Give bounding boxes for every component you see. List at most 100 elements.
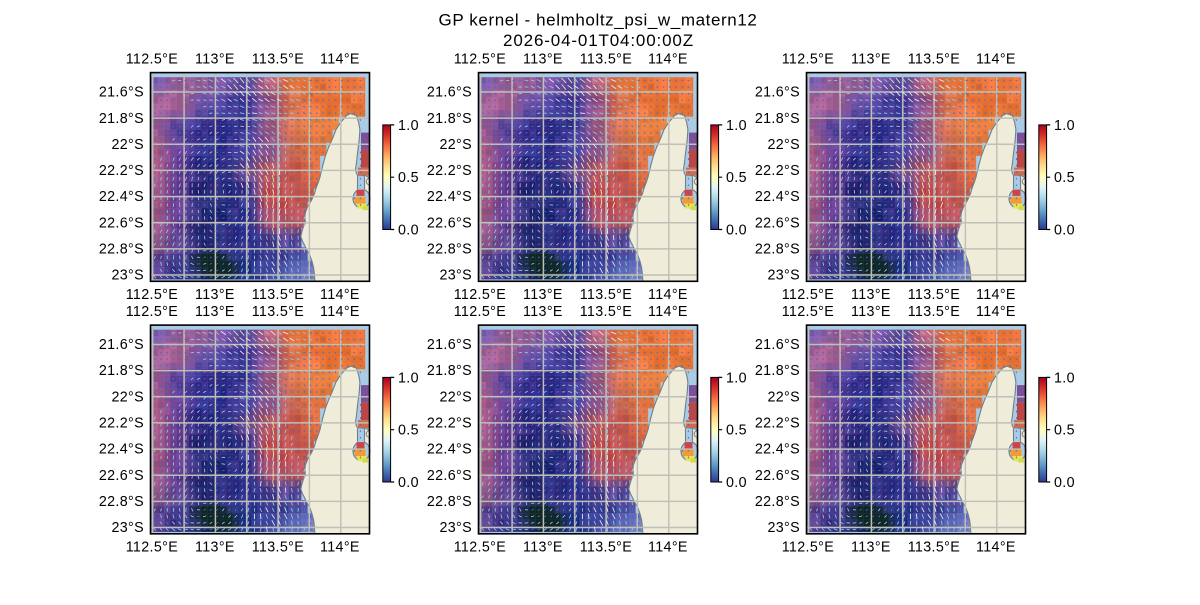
svg-text:112.5°E: 112.5°E [782, 540, 834, 556]
svg-text:1.0: 1.0 [726, 370, 747, 386]
svg-text:23°S: 23°S [767, 268, 800, 284]
svg-text:0.5: 0.5 [398, 170, 419, 186]
svg-text:21.8°S: 21.8°S [427, 363, 472, 379]
svg-text:114°E: 114°E [648, 287, 688, 303]
svg-text:21.6°S: 21.6°S [427, 85, 472, 101]
svg-text:113°E: 113°E [523, 540, 563, 556]
svg-text:113°E: 113°E [195, 540, 235, 556]
svg-text:21.6°S: 21.6°S [99, 337, 144, 353]
svg-text:112.5°E: 112.5°E [782, 287, 834, 303]
svg-text:0.5: 0.5 [1054, 423, 1075, 439]
svg-text:113.5°E: 113.5°E [908, 287, 960, 303]
svg-text:22.8°S: 22.8°S [99, 494, 144, 510]
svg-text:113°E: 113°E [195, 287, 235, 303]
svg-text:22.4°S: 22.4°S [755, 189, 800, 205]
svg-text:0.5: 0.5 [398, 423, 419, 439]
svg-text:23°S: 23°S [439, 268, 472, 284]
svg-text:1.0: 1.0 [1054, 118, 1075, 134]
svg-text:114°E: 114°E [976, 304, 1016, 320]
svg-text:114°E: 114°E [976, 52, 1016, 68]
svg-text:0.0: 0.0 [726, 475, 747, 491]
svg-text:1.0: 1.0 [726, 118, 747, 134]
svg-text:22.2°S: 22.2°S [427, 163, 472, 179]
svg-text:114°E: 114°E [320, 540, 360, 556]
svg-text:23°S: 23°S [767, 520, 800, 536]
svg-text:22°S: 22°S [111, 389, 144, 405]
svg-text:22.4°S: 22.4°S [755, 442, 800, 458]
svg-text:113°E: 113°E [523, 304, 563, 320]
svg-text:113°E: 113°E [195, 304, 235, 320]
svg-text:22°S: 22°S [439, 137, 472, 153]
svg-text:0.0: 0.0 [726, 223, 747, 239]
svg-text:22.4°S: 22.4°S [99, 189, 144, 205]
svg-text:113.5°E: 113.5°E [908, 540, 960, 556]
svg-text:22.6°S: 22.6°S [755, 468, 800, 484]
svg-text:23°S: 23°S [439, 520, 472, 536]
svg-text:22.6°S: 22.6°S [755, 215, 800, 231]
svg-text:22.2°S: 22.2°S [99, 163, 144, 179]
svg-text:21.8°S: 21.8°S [99, 111, 144, 127]
svg-text:114°E: 114°E [320, 287, 360, 303]
svg-text:112.5°E: 112.5°E [454, 287, 506, 303]
svg-text:22.8°S: 22.8°S [755, 494, 800, 510]
svg-text:22.8°S: 22.8°S [755, 242, 800, 258]
svg-text:114°E: 114°E [320, 52, 360, 68]
svg-text:113°E: 113°E [851, 52, 891, 68]
svg-text:113.5°E: 113.5°E [580, 304, 632, 320]
svg-text:22.6°S: 22.6°S [99, 215, 144, 231]
svg-text:113°E: 113°E [195, 52, 235, 68]
svg-text:22.4°S: 22.4°S [99, 442, 144, 458]
svg-text:0.0: 0.0 [1054, 223, 1075, 239]
svg-text:21.6°S: 21.6°S [755, 85, 800, 101]
svg-text:GP kernel - helmholtz_psi_w_ma: GP kernel - helmholtz_psi_w_matern12 [439, 11, 758, 30]
svg-text:114°E: 114°E [976, 540, 1016, 556]
svg-text:114°E: 114°E [648, 540, 688, 556]
svg-text:113.5°E: 113.5°E [580, 52, 632, 68]
svg-text:112.5°E: 112.5°E [126, 304, 178, 320]
svg-text:0.0: 0.0 [398, 223, 419, 239]
svg-text:22.2°S: 22.2°S [99, 416, 144, 432]
svg-text:22.6°S: 22.6°S [427, 215, 472, 231]
svg-text:22°S: 22°S [767, 137, 800, 153]
svg-text:0.5: 0.5 [726, 170, 747, 186]
svg-text:21.6°S: 21.6°S [427, 337, 472, 353]
svg-text:112.5°E: 112.5°E [454, 304, 506, 320]
svg-text:112.5°E: 112.5°E [126, 287, 178, 303]
svg-text:22°S: 22°S [111, 137, 144, 153]
svg-text:1.0: 1.0 [398, 118, 419, 134]
svg-text:22.2°S: 22.2°S [755, 416, 800, 432]
svg-text:21.6°S: 21.6°S [99, 85, 144, 101]
svg-text:112.5°E: 112.5°E [782, 304, 834, 320]
svg-text:2026-04-01T04:00:00Z: 2026-04-01T04:00:00Z [503, 31, 694, 50]
svg-text:22.4°S: 22.4°S [427, 189, 472, 205]
svg-text:114°E: 114°E [648, 52, 688, 68]
svg-text:112.5°E: 112.5°E [782, 52, 834, 68]
svg-text:0.5: 0.5 [726, 423, 747, 439]
svg-text:23°S: 23°S [111, 520, 144, 536]
svg-text:22.8°S: 22.8°S [427, 494, 472, 510]
svg-text:114°E: 114°E [648, 304, 688, 320]
svg-text:22.4°S: 22.4°S [427, 442, 472, 458]
svg-text:21.8°S: 21.8°S [755, 111, 800, 127]
svg-text:112.5°E: 112.5°E [126, 52, 178, 68]
svg-text:22.8°S: 22.8°S [427, 242, 472, 258]
svg-text:113°E: 113°E [851, 287, 891, 303]
svg-text:112.5°E: 112.5°E [126, 540, 178, 556]
svg-text:113.5°E: 113.5°E [252, 304, 304, 320]
svg-text:113°E: 113°E [851, 540, 891, 556]
svg-text:21.8°S: 21.8°S [755, 363, 800, 379]
svg-text:22°S: 22°S [439, 389, 472, 405]
svg-text:23°S: 23°S [111, 268, 144, 284]
svg-text:0.0: 0.0 [398, 475, 419, 491]
svg-text:22.8°S: 22.8°S [99, 242, 144, 258]
svg-text:113.5°E: 113.5°E [252, 287, 304, 303]
svg-text:113.5°E: 113.5°E [252, 540, 304, 556]
svg-text:22°S: 22°S [767, 389, 800, 405]
svg-text:0.0: 0.0 [1054, 475, 1075, 491]
svg-text:1.0: 1.0 [398, 370, 419, 386]
svg-text:113.5°E: 113.5°E [908, 52, 960, 68]
svg-text:21.8°S: 21.8°S [99, 363, 144, 379]
svg-text:114°E: 114°E [320, 304, 360, 320]
svg-text:113.5°E: 113.5°E [252, 52, 304, 68]
svg-text:112.5°E: 112.5°E [454, 540, 506, 556]
